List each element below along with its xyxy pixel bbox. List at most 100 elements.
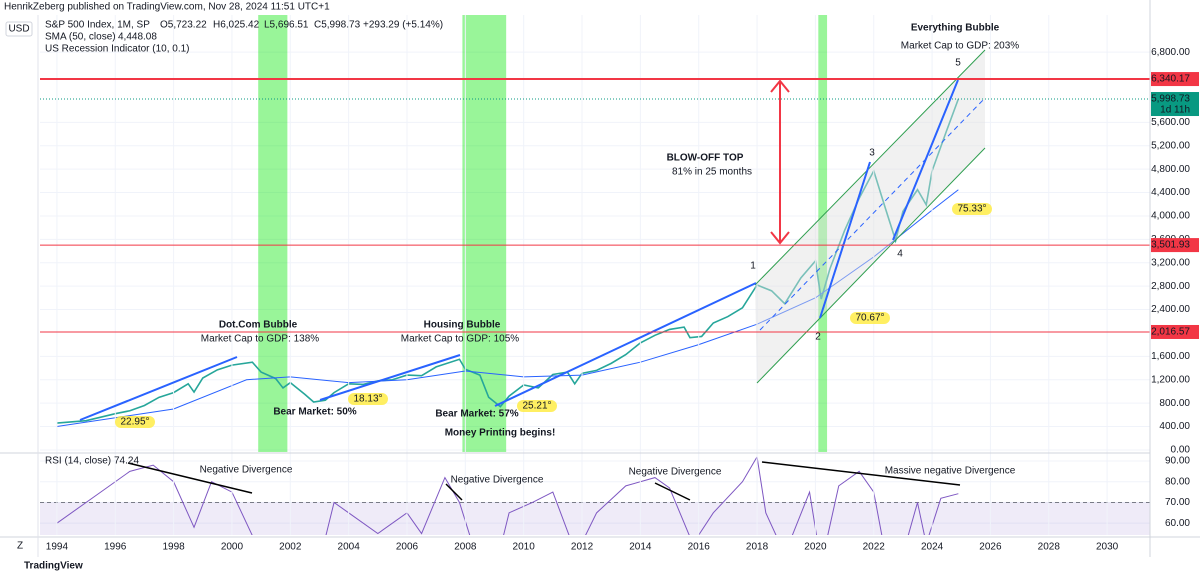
annotation: Market Cap to GDP: 105%: [401, 334, 519, 345]
y-tick-label: 1,200.00: [1151, 374, 1190, 385]
angle-label: 70.67°: [855, 313, 884, 324]
x-tick-label: 2022: [863, 542, 886, 553]
x-tick-label: 2018: [746, 542, 769, 553]
x-tick-label: 2016: [688, 542, 711, 553]
recession-band: [462, 15, 507, 452]
channel-fill: [755, 50, 985, 383]
angle-badge: [517, 400, 557, 412]
x-tick-label: 2002: [279, 542, 302, 553]
rsi-value: 74.24: [114, 456, 139, 467]
annotation: Bear Market: 50%: [273, 407, 356, 418]
angle-badge: [952, 203, 992, 215]
trend-lines: [79, 79, 959, 421]
angle-label: 18.13°: [353, 394, 382, 405]
y-tick-label: 3,200.00: [1151, 257, 1190, 268]
rsi-tick-label: 80.00: [1165, 476, 1190, 487]
blowoff-arrow: [770, 79, 790, 245]
y-tick-label: 4,400.00: [1151, 187, 1190, 198]
rsi-divergence-lines: [127, 461, 961, 501]
y-tick-label: 5,600.00: [1151, 117, 1190, 128]
x-tick-label: 2004: [338, 542, 361, 553]
y-tick-label: 400.00: [1159, 421, 1190, 432]
symbol: S&P 500 Index, 1M, SP: [45, 20, 150, 31]
footer-brand: TradingView: [24, 561, 83, 572]
y-tick-label: 1,600.00: [1151, 351, 1190, 362]
x-tick-label: 1998: [162, 542, 185, 553]
x-tick-label: 2012: [571, 542, 594, 553]
annotation: Negative Divergence: [451, 475, 544, 486]
angle-label: 25.21°: [522, 401, 551, 412]
y-tick-label: 0.00: [1171, 445, 1191, 456]
level-tag: [1151, 324, 1199, 339]
level-label: 2,016.57: [1151, 327, 1190, 338]
channel: [754, 49, 986, 384]
level-tag: [1151, 238, 1199, 253]
x-tick-label: 2028: [1038, 542, 1061, 553]
y-tick-label: 6,800.00: [1151, 47, 1190, 58]
zoom-button[interactable]: Z: [17, 541, 23, 552]
series-line: [56, 455, 959, 535]
angle-label: 22.95°: [120, 417, 149, 428]
x-tick-label: 1996: [104, 542, 127, 553]
main-pane: [40, 15, 1150, 452]
x-tick-label: 2024: [921, 542, 944, 553]
recession-legend: US Recession Indicator (10, 0.1): [45, 44, 190, 55]
annotation: Negative Divergence: [629, 467, 722, 478]
y-tick-label: 2,800.00: [1151, 281, 1190, 292]
currency-box: [5, 21, 33, 37]
series-line: [56, 189, 959, 428]
wave-label: 1: [750, 261, 756, 272]
x-tick-label: 2010: [513, 542, 536, 553]
angle-badge: [115, 416, 155, 428]
y-tick-label: 5,200.00: [1151, 140, 1190, 151]
wave-label: 3: [869, 148, 875, 159]
wave-label: 2: [815, 332, 821, 343]
rsi-tick-label: 90.00: [1165, 456, 1190, 467]
currency: USD: [8, 24, 29, 35]
x-tick-label: 2026: [979, 542, 1002, 553]
level-label: 6,340.17: [1151, 74, 1190, 85]
countdown: 1d 11h: [1160, 105, 1190, 116]
angle-badge: [348, 393, 388, 405]
annotation: Housing Bubble: [424, 320, 501, 331]
sma-value: 4,448.08: [118, 32, 157, 43]
ohlc-open: O5,723.22: [160, 20, 207, 31]
sma-legend: SMA (50, close): [45, 32, 116, 43]
wave-label: 4: [897, 249, 903, 260]
recession-band: [258, 15, 288, 452]
angle-label: 75.33°: [957, 204, 986, 215]
recession-band: [818, 15, 828, 452]
wave-label: 5: [955, 58, 961, 69]
rsi-band: [40, 502, 1150, 535]
rsi-legend: RSI (14, close): [45, 456, 111, 467]
x-tick-label: 1994: [46, 542, 69, 553]
x-tick-label: 2000: [221, 542, 244, 553]
y-tick-label: 4,000.00: [1151, 211, 1190, 222]
ohlc-change: +293.29 (+5.14%): [363, 20, 443, 31]
annotation: Bear Market: 57%: [435, 409, 518, 420]
rsi-tick-label: 60.00: [1165, 518, 1190, 529]
ohlc-low: L5,696.51: [264, 20, 309, 31]
ohlc-high: H6,025.42: [213, 20, 260, 31]
annotation: Market Cap to GDP: 203%: [901, 41, 1019, 52]
annotation: BLOW-OFF TOP: [667, 153, 744, 164]
y-tick-label: 2,400.00: [1151, 304, 1190, 315]
annotation: Money Printing begins!: [445, 428, 556, 439]
rsi-pane: [40, 455, 1150, 535]
annotation: Everything Bubble: [911, 23, 1000, 34]
level-tag: [1151, 72, 1199, 87]
ohlc-close: C5,998.73: [314, 20, 361, 31]
x-tick-label: 2030: [1096, 542, 1119, 553]
price-tag: [1151, 92, 1199, 117]
annotation: Market Cap to GDP: 138%: [201, 334, 319, 345]
x-tick-label: 2008: [454, 542, 477, 553]
price-label: 5,998.73: [1151, 94, 1190, 105]
annotation: Massive negative Divergence: [885, 466, 1016, 477]
publisher: HenrikZeberg published on TradingView.co…: [4, 2, 330, 13]
y-tick-label: 4,800.00: [1151, 164, 1190, 175]
annotation: Dot.Com Bubble: [219, 320, 298, 331]
annotation: Negative Divergence: [200, 465, 293, 476]
x-tick-label: 2014: [629, 542, 652, 553]
